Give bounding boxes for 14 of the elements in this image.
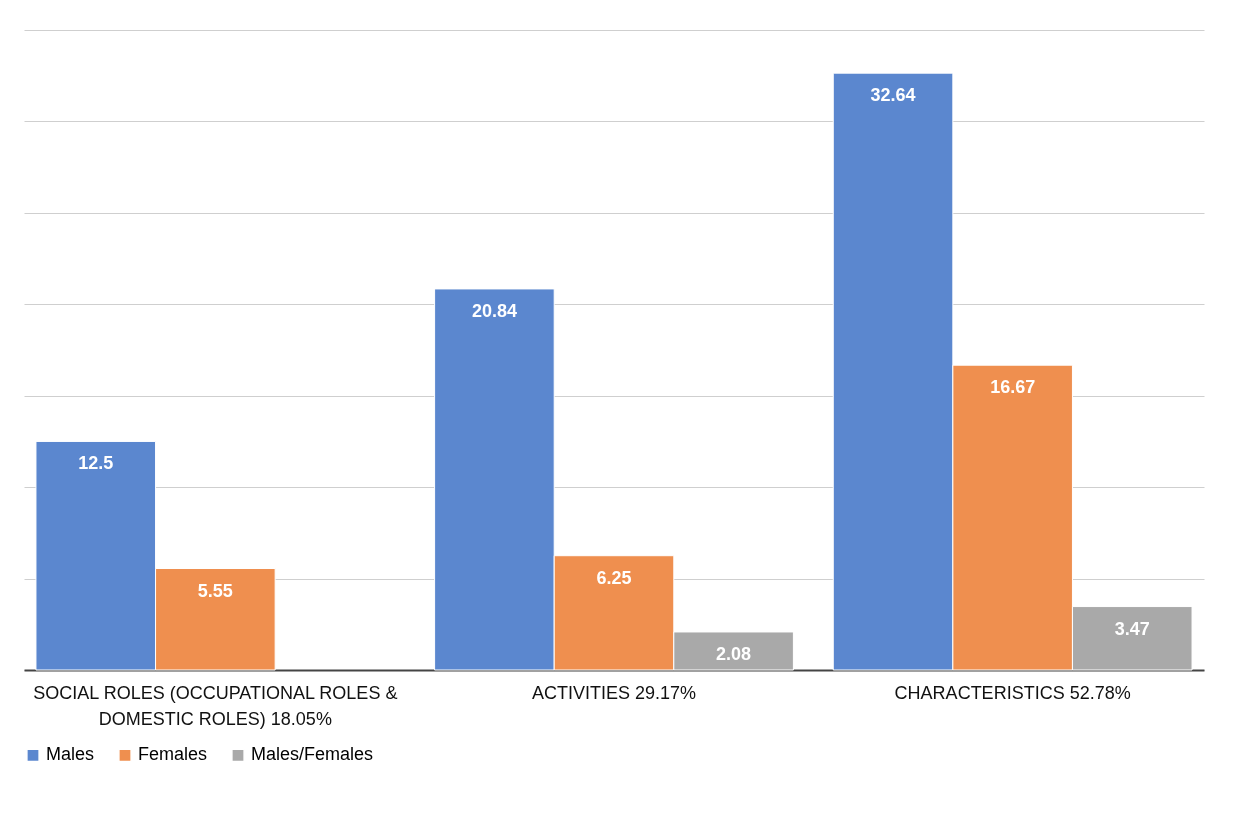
legend-label: Males/Females [251, 744, 374, 765]
legend-label: Females [138, 744, 208, 765]
data-label: 12.5 [78, 453, 114, 474]
data-label: 6.25 [596, 567, 632, 588]
data-label: 16.67 [990, 377, 1036, 398]
data-label: 5.55 [197, 580, 233, 601]
x-tick-label: CHARACTERISTICS 52.78% [894, 682, 1131, 703]
data-label: 2.08 [716, 643, 752, 664]
data-label: 32.64 [870, 85, 916, 106]
x-tick-label: SOCIAL ROLES (OCCUPATIONAL ROLES & DOMESTIC ROLES) 18.05% [33, 682, 398, 729]
data-label: 3.47 [1114, 618, 1150, 639]
data-label: 20.84 [471, 300, 517, 321]
legend-label: Males [46, 744, 95, 765]
x-tick-label: ACTIVITIES 29.17% [531, 682, 697, 703]
